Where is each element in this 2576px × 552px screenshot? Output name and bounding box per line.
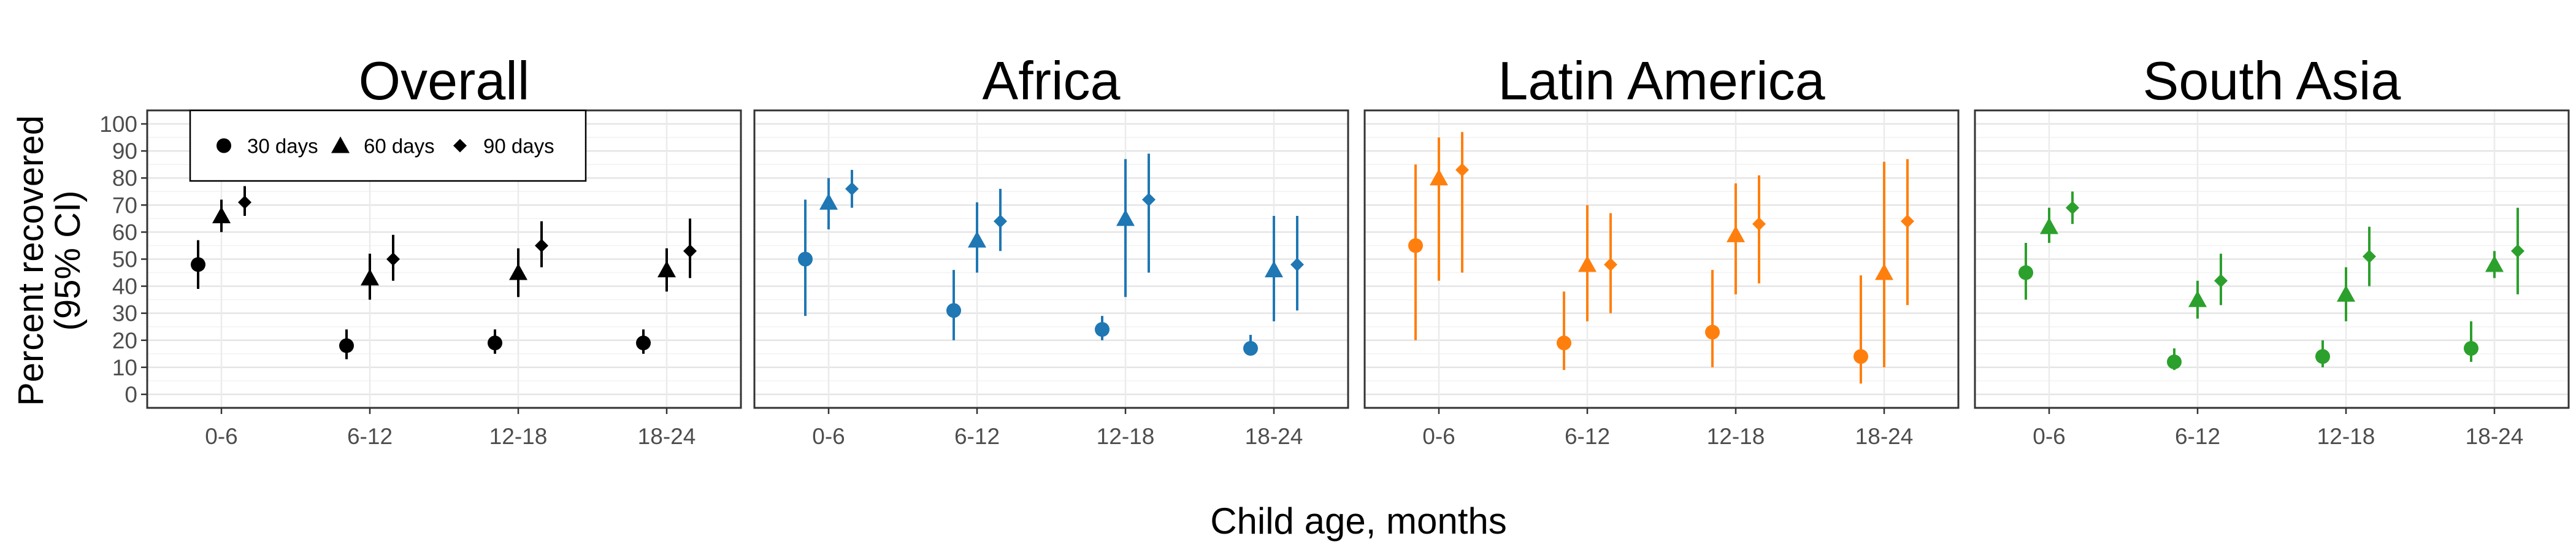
legend-marker-diamond [453, 139, 467, 153]
legend-label: 60 days [364, 135, 435, 158]
data-point [798, 251, 813, 267]
y-tick-label: 0 [125, 382, 137, 407]
x-tick-label: 18-24 [1245, 424, 1303, 449]
x-tick-label: 6-12 [954, 424, 1000, 449]
data-point [2511, 244, 2524, 258]
legend-label: 90 days [483, 135, 554, 158]
data-point [1430, 169, 1448, 186]
data-point [683, 244, 697, 258]
y-tick-label: 60 [112, 220, 137, 245]
x-tick-label: 0-6 [812, 424, 845, 449]
x-tick-label: 0-6 [205, 424, 237, 449]
data-point [2018, 265, 2033, 280]
data-point [2040, 217, 2058, 234]
panel-latin-america: Latin America 0-6 6-12 12-18 18-24 [1363, 50, 1960, 449]
y-tick-label: 30 [112, 301, 137, 326]
panel-title: Africa [983, 50, 1121, 111]
y-tick-label: 90 [112, 139, 137, 164]
y-axis-title-line1: Percent recovered [11, 115, 51, 406]
x-tick-label: 12-18 [1097, 424, 1155, 449]
data-point [1116, 209, 1135, 226]
y-tick-label: 20 [112, 328, 137, 353]
x-tick-label: 0-6 [2033, 424, 2065, 449]
data-point [1875, 263, 1893, 280]
x-axis-title: Child age, months [1210, 500, 1507, 542]
data-point [1752, 217, 1766, 231]
data-point [819, 193, 838, 210]
data-point [1265, 261, 1283, 278]
panel-border [1974, 109, 2570, 409]
data-point [1853, 349, 1868, 364]
x-tick-label: 12-18 [489, 424, 548, 449]
data-point [386, 252, 400, 266]
y-tick-label: 70 [112, 193, 137, 218]
data-point [1455, 163, 1469, 177]
data-point [946, 303, 961, 318]
data-point [238, 195, 251, 209]
data-point [1243, 341, 1258, 356]
data-point [1604, 258, 1617, 272]
data-point [535, 239, 548, 253]
panel-title: Latin America [1498, 50, 1825, 111]
x-tick-label: 6-12 [347, 424, 393, 449]
data-point [1727, 225, 1745, 242]
y-tick-label: 80 [112, 166, 137, 191]
data-point [2315, 349, 2330, 364]
data-point [2188, 290, 2207, 307]
data-point [2363, 250, 2376, 264]
x-tick-label: 6-12 [1565, 424, 1610, 449]
data-point [1901, 214, 1914, 228]
x-tick-label: 18-24 [1855, 424, 1914, 449]
data-point [1290, 258, 1304, 272]
panel-africa: Africa 0-6 6-12 12-18 18-24 [753, 50, 1349, 449]
data-point [488, 335, 502, 351]
legend-marker-circle [217, 138, 231, 153]
data-point [1557, 335, 1571, 351]
data-point [1578, 255, 1597, 272]
legend-label: 30 days [247, 135, 318, 158]
panel-south-asia: South Asia 0-6 6-12 12-18 18-24 [1974, 50, 2570, 449]
data-point [339, 338, 354, 353]
legend-marker-triangle [331, 136, 350, 153]
x-tick-label: 12-18 [2317, 424, 2375, 449]
panels-layer: Overall 0-6 6-12 12-18 18-24 Africa 0-6 6-12 12-… [146, 50, 2570, 449]
data-point [2066, 201, 2079, 215]
data-point [657, 261, 676, 278]
data-point [636, 335, 651, 351]
legend-box [189, 109, 587, 182]
data-point [509, 263, 527, 280]
data-point [361, 269, 379, 286]
legend: 30 days 60 days 90 days [189, 109, 587, 182]
panel-title: South Asia [2143, 50, 2401, 111]
panel-title: Overall [359, 50, 530, 111]
panel-border [753, 109, 1349, 409]
data-point [191, 257, 205, 272]
y-axis-title-line2: (95% CI) [48, 191, 88, 331]
x-tick-label: 18-24 [638, 424, 696, 449]
y-tick-label: 50 [112, 247, 137, 272]
data-point [994, 214, 1007, 228]
data-point [1142, 193, 1156, 207]
y-tick-label: 100 [99, 112, 137, 137]
x-tick-label: 12-18 [1707, 424, 1765, 449]
data-point [2485, 255, 2504, 272]
data-point [2214, 274, 2228, 288]
data-point [1095, 322, 1110, 337]
x-tick-label: 6-12 [2175, 424, 2220, 449]
y-tick-label: 40 [112, 274, 137, 299]
x-tick-label: 0-6 [1422, 424, 1455, 449]
data-point [2167, 355, 2182, 370]
x-tick-label: 18-24 [2466, 424, 2524, 449]
y-tick-label: 10 [112, 355, 137, 380]
data-point [968, 231, 986, 248]
panel-border [1363, 109, 1960, 409]
data-point [1408, 238, 1423, 253]
data-point [2464, 341, 2478, 356]
data-point [2337, 285, 2355, 302]
data-point [1705, 324, 1720, 340]
data-point [845, 182, 859, 196]
data-point [212, 206, 231, 223]
